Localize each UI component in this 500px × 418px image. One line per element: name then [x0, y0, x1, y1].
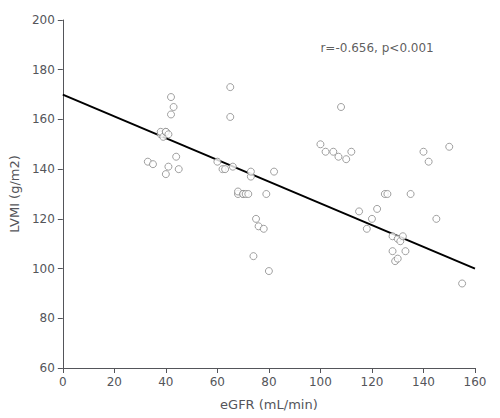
- svg-text:160: 160: [32, 112, 55, 126]
- svg-text:r=-0.656, p<0.001: r=-0.656, p<0.001: [320, 41, 433, 55]
- svg-text:40: 40: [158, 375, 173, 389]
- svg-text:100: 100: [32, 262, 55, 276]
- svg-text:140: 140: [412, 375, 435, 389]
- svg-text:200: 200: [32, 13, 55, 27]
- svg-text:80: 80: [261, 375, 276, 389]
- svg-text:180: 180: [32, 63, 55, 77]
- svg-text:0: 0: [59, 375, 67, 389]
- svg-text:LVMI (g/m2): LVMI (g/m2): [7, 155, 22, 233]
- svg-text:120: 120: [32, 212, 55, 226]
- svg-text:100: 100: [309, 375, 332, 389]
- svg-text:160: 160: [464, 375, 487, 389]
- svg-text:eGFR (mL/min): eGFR (mL/min): [220, 397, 318, 412]
- svg-text:60: 60: [210, 375, 225, 389]
- svg-text:140: 140: [32, 162, 55, 176]
- svg-text:120: 120: [360, 375, 383, 389]
- svg-text:60: 60: [40, 361, 55, 375]
- svg-text:20: 20: [107, 375, 122, 389]
- svg-text:80: 80: [40, 311, 55, 325]
